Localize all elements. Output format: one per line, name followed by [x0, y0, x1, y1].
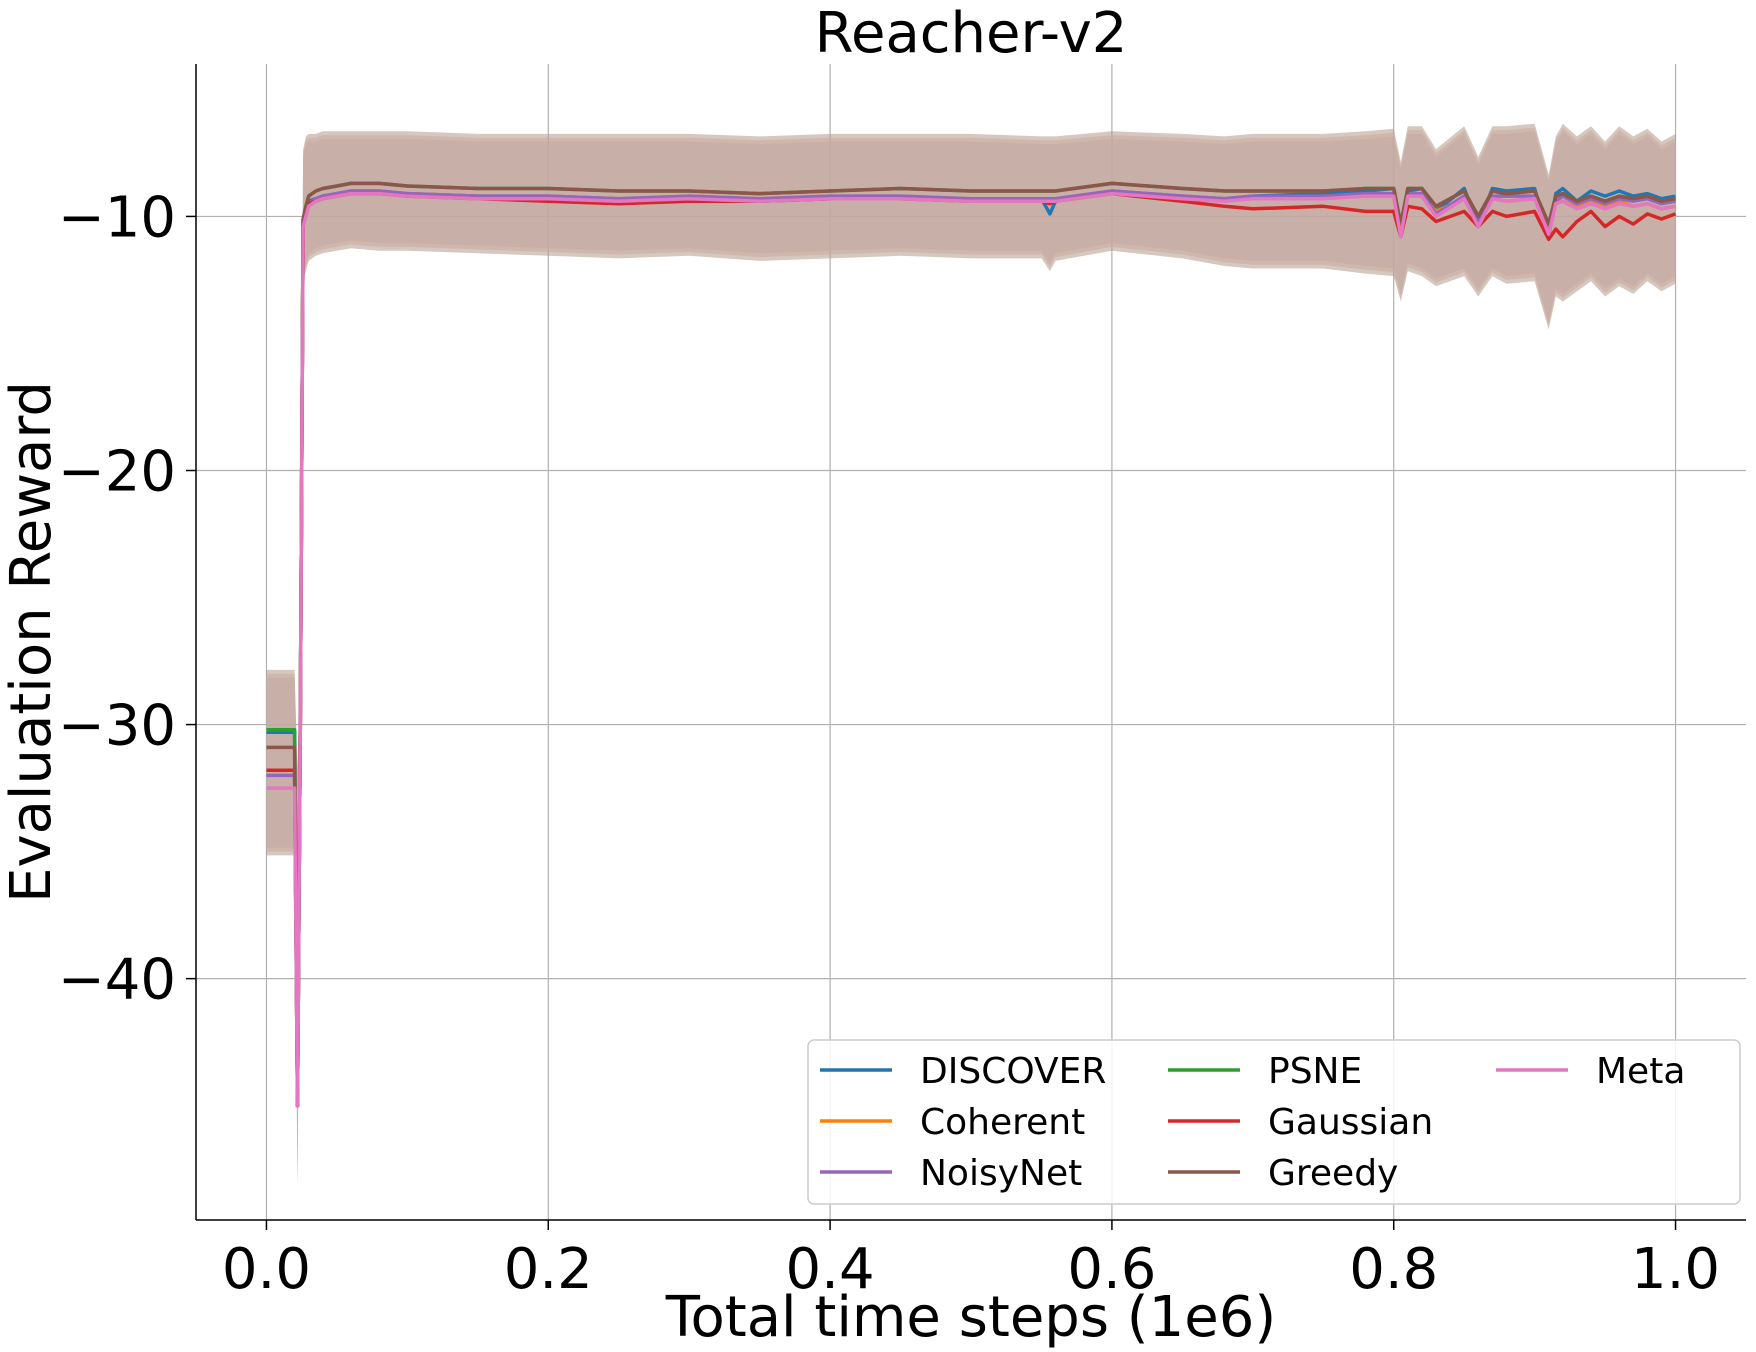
confidence-bands	[266, 123, 1676, 1186]
series-line	[266, 189, 1676, 1108]
x-ticks: 0.0 0.2 0.4 0.6 0.8 1.0	[222, 1220, 1720, 1302]
series-line	[266, 191, 1677, 1108]
x-tick-label: 0.0	[222, 1237, 311, 1302]
legend-label: DISCOVER	[920, 1051, 1106, 1092]
series-line	[266, 191, 1676, 1108]
series-line	[266, 186, 1676, 1108]
legend: DISCOVER Coherent NoisyNet PSNE Gaussian Gree…	[807, 1039, 1741, 1205]
x-tick-label: 0.4	[786, 1237, 875, 1302]
y-tick-label: −40	[58, 948, 176, 1013]
confidence-band	[266, 127, 1676, 1182]
legend-label: Meta	[1596, 1051, 1685, 1092]
legend-label: Gaussian	[1268, 1102, 1433, 1143]
y-tick-label: −10	[58, 185, 176, 250]
x-tick-label: 0.8	[1349, 1237, 1438, 1302]
y-tick-label: −20	[58, 440, 176, 505]
x-tick-label: 0.6	[1067, 1237, 1156, 1302]
confidence-band	[266, 123, 1676, 1186]
y-tick-label: −30	[58, 694, 176, 759]
legend-box	[807, 1039, 1741, 1205]
axes	[195, 64, 1746, 1221]
chart-title: Reacher-v2	[815, 1, 1128, 66]
confidence-band	[266, 131, 1676, 1179]
legend-label: PSNE	[1268, 1051, 1362, 1092]
series-line	[266, 181, 1676, 1108]
legend-label: Greedy	[1268, 1153, 1398, 1194]
x-tick-label: 0.2	[504, 1237, 593, 1302]
y-ticks: −40 −30 −20 −10	[58, 185, 196, 1013]
x-axis-title: Total time steps (1e6)	[665, 1285, 1276, 1350]
series-line	[266, 181, 1676, 1108]
series-line	[266, 189, 1676, 1108]
series-lines	[266, 181, 1677, 1108]
x-tick-label: 1.0	[1631, 1237, 1720, 1302]
legend-label: Coherent	[920, 1102, 1085, 1143]
legend-label: NoisyNet	[920, 1153, 1082, 1194]
y-axis-title: Evaluation Reward	[0, 381, 64, 903]
